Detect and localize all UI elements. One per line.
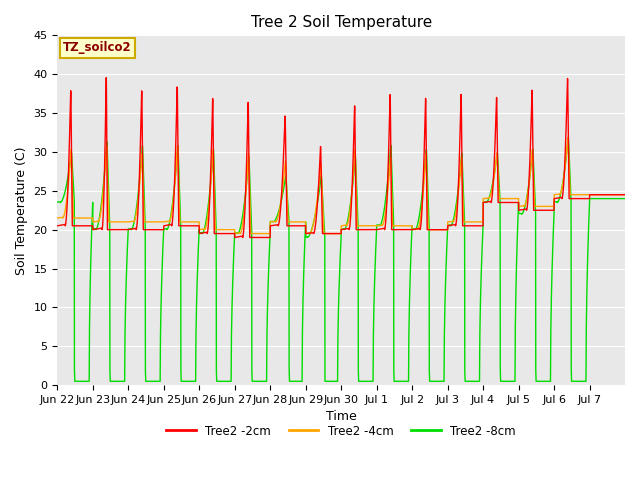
Line: Tree2 -2cm: Tree2 -2cm	[58, 78, 625, 238]
Tree2 -4cm	[54, 215, 61, 221]
Tree2 -8cm	[534, 378, 542, 384]
Tree2 -4cm	[615, 192, 623, 198]
Y-axis label: Soil Temperature (C): Soil Temperature (C)	[15, 146, 28, 275]
Tree2 -2cm	[231, 235, 239, 240]
Tree2 -8cm	[54, 199, 61, 205]
Tree2 -2cm	[102, 75, 110, 81]
X-axis label: Time: Time	[326, 410, 356, 423]
Tree2 -2cm	[621, 192, 629, 198]
Tree2 -2cm	[465, 223, 472, 228]
Legend: Tree2 -2cm, Tree2 -4cm, Tree2 -8cm: Tree2 -2cm, Tree2 -4cm, Tree2 -8cm	[162, 420, 520, 442]
Tree2 -4cm	[170, 194, 177, 200]
Title: Tree 2 Soil Temperature: Tree 2 Soil Temperature	[251, 15, 432, 30]
Tree2 -8cm	[464, 378, 472, 384]
Tree2 -8cm	[170, 190, 178, 195]
Tree2 -4cm	[231, 231, 239, 237]
Tree2 -4cm	[464, 219, 472, 225]
Text: TZ_soilco2: TZ_soilco2	[63, 41, 132, 54]
Tree2 -2cm	[500, 200, 508, 205]
Tree2 -4cm	[500, 196, 508, 202]
Tree2 -4cm	[621, 192, 629, 198]
Tree2 -2cm	[615, 192, 623, 198]
Tree2 -4cm	[414, 226, 422, 232]
Tree2 -2cm	[535, 207, 543, 213]
Line: Tree2 -8cm: Tree2 -8cm	[58, 137, 625, 381]
Tree2 -4cm	[564, 135, 572, 141]
Tree2 -8cm	[71, 378, 79, 384]
Line: Tree2 -4cm: Tree2 -4cm	[58, 138, 625, 234]
Tree2 -2cm	[170, 197, 178, 203]
Tree2 -8cm	[615, 196, 623, 202]
Tree2 -4cm	[534, 204, 542, 209]
Tree2 -8cm	[414, 219, 422, 225]
Tree2 -8cm	[621, 196, 629, 202]
Tree2 -2cm	[54, 223, 61, 228]
Tree2 -2cm	[415, 226, 422, 231]
Tree2 -8cm	[500, 378, 508, 384]
Tree2 -8cm	[564, 134, 572, 140]
